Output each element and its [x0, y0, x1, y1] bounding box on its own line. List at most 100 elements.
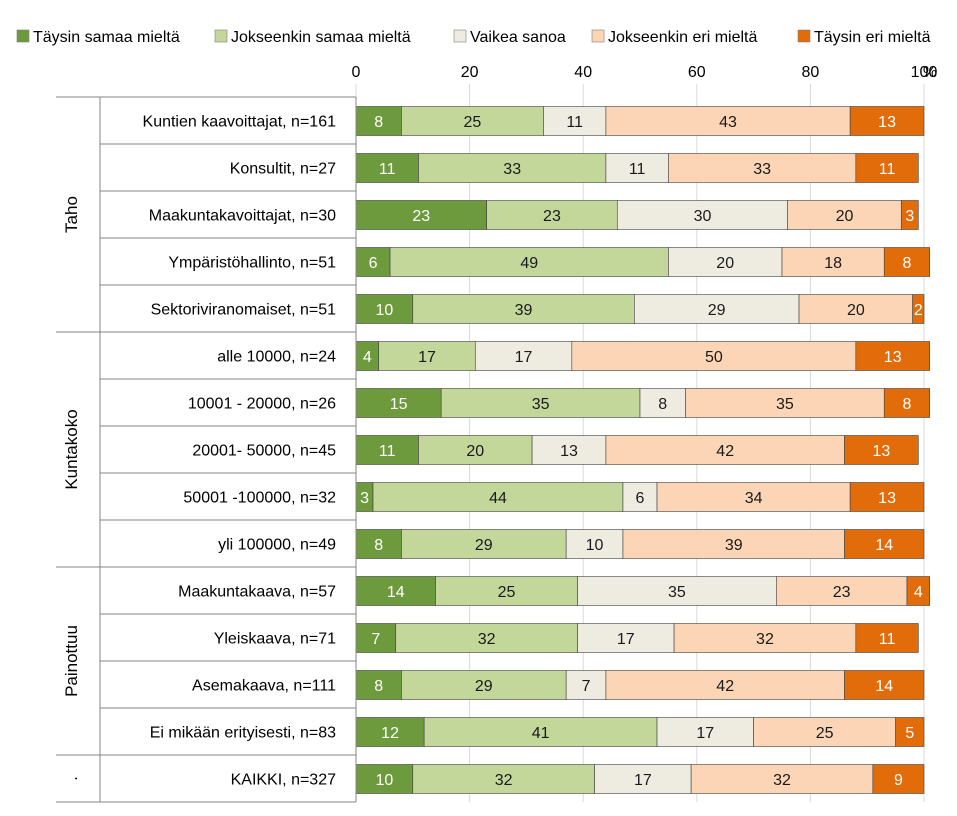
data-label-r14-s3: 32 [773, 772, 791, 789]
data-label-r11-s3: 32 [756, 631, 774, 648]
bar-segment-r2-s2 [616, 200, 788, 230]
x-tick-label-60: 60 [688, 64, 706, 81]
data-label-r2-s4: 3 [905, 208, 914, 225]
bar-segment-r2-s3 [787, 200, 902, 230]
bar-segment-r9-s1 [401, 529, 567, 559]
bar-segment-r0-s4 [849, 106, 925, 136]
x-tick-label-0: 0 [352, 64, 361, 81]
data-label-r6-s1: 35 [532, 396, 550, 413]
data-label-r8-s4: 13 [878, 490, 896, 507]
data-label-r6-s4: 8 [903, 396, 912, 413]
row-label-2: Maakuntakavoittajat, n=30 [149, 208, 336, 225]
data-label-r0-s2: 11 [566, 114, 583, 131]
data-label-r12-s0: 8 [374, 678, 383, 695]
legend-swatch-3 [591, 29, 605, 43]
data-label-r3-s0: 6 [369, 255, 378, 272]
row-label-1: Konsultit, n=27 [230, 161, 336, 178]
bar-segment-r11-s0 [355, 623, 397, 653]
data-label-r7-s1: 20 [466, 443, 484, 460]
bar-segment-r6-s4 [883, 388, 930, 418]
bar-segment-r8-s3 [656, 482, 851, 512]
bar-segment-r9-s2 [565, 529, 624, 559]
data-label-r6-s0: 15 [390, 396, 408, 413]
legend-swatch-1 [214, 29, 228, 43]
data-label-r12-s1: 29 [475, 678, 493, 695]
data-label-r11-s0: 7 [371, 631, 380, 648]
legend-label-3: Jokseenkin eri mieltä [608, 29, 758, 46]
legend-swatch-2 [453, 29, 467, 43]
data-label-r4-s3: 20 [847, 302, 865, 319]
data-label-r13-s0: 12 [381, 725, 399, 742]
bar-segment-r10-s4 [906, 576, 930, 606]
data-label-r13-s3: 25 [816, 725, 834, 742]
bar-segment-r5-s2 [474, 341, 573, 371]
data-label-r14-s1: 32 [495, 772, 513, 789]
bar-segment-r10-s2 [577, 576, 777, 606]
bar-segment-r14-s3 [690, 764, 874, 794]
legend: Täysin samaa mieltä Jokseenkin samaa miel… [16, 29, 931, 46]
row-label-12: Asemakaava, n=111 [192, 678, 336, 695]
data-label-r8-s2: 6 [636, 490, 645, 507]
row-label-7: 20001- 50000, n=45 [192, 443, 336, 460]
data-label-r9-s2: 10 [586, 537, 604, 554]
bar-segment-r1-s2 [605, 153, 669, 183]
group-label-2: Painottuu [62, 625, 81, 697]
data-label-r13-s1: 41 [532, 725, 550, 742]
data-label-r2-s0: 23 [412, 208, 430, 225]
data-label-r0-s0: 8 [374, 114, 383, 131]
data-label-r13-s2: 17 [696, 725, 714, 742]
group-label-0: Taho [62, 196, 81, 233]
data-label-r10-s2: 35 [668, 584, 686, 601]
bar-segment-r13-s2 [656, 717, 754, 747]
row-label-8: 50001 -100000, n=32 [183, 490, 336, 507]
bar-segment-r0-s3 [605, 106, 851, 136]
data-label-r5-s2: 17 [515, 349, 533, 366]
data-label-r10-s0: 14 [387, 584, 405, 601]
bar-segment-r13-s4 [895, 717, 925, 747]
data-label-r8-s1: 44 [489, 490, 507, 507]
bar-segment-r11-s3 [673, 623, 857, 653]
bar-segment-r7-s4 [844, 435, 919, 465]
bar-segment-r5-s1 [378, 341, 476, 371]
bar-segment-r9-s3 [622, 529, 845, 559]
group-label-1: Kuntakoko [62, 409, 81, 489]
data-label-r5-s4: 13 [884, 349, 902, 366]
x-axis-ticks: 0 20 40 60 80 100% [352, 64, 938, 81]
bar-segment-r6-s1 [440, 388, 641, 418]
data-label-r5-s3: 50 [705, 349, 723, 366]
bar-segment-r7-s2 [531, 435, 607, 465]
data-label-r6-s2: 8 [658, 396, 667, 413]
data-label-r2-s1: 23 [543, 208, 561, 225]
data-label-r12-s3: 42 [716, 678, 734, 695]
data-label-r3-s2: 20 [716, 255, 734, 272]
data-label-r0-s3: 43 [719, 114, 737, 131]
row-label-0: Kuntien kaavoittajat, n=161 [143, 114, 337, 131]
bar-segment-r0-s1 [401, 106, 544, 136]
legend-label-4: Täysin eri mieltä [814, 29, 931, 46]
bar-segment-r2-s0 [355, 200, 487, 230]
bar-segment-r14-s1 [412, 764, 595, 794]
bar-segment-r12-s4 [844, 670, 925, 700]
data-label-r4-s2: 29 [708, 302, 726, 319]
legend-swatch-0 [16, 29, 30, 43]
bar-segment-r12-s1 [401, 670, 567, 700]
data-label-r7-s0: 11 [379, 443, 396, 460]
x-tick-label-40: 40 [574, 64, 592, 81]
data-label-r6-s3: 35 [776, 396, 794, 413]
bar-segment-r7-s3 [605, 435, 845, 465]
data-label-r7-s4: 13 [873, 443, 891, 460]
bar-segment-r10-s0 [355, 576, 436, 606]
data-label-r5-s1: 17 [418, 349, 436, 366]
data-label-r7-s3: 42 [716, 443, 734, 460]
data-label-r14-s4: 9 [894, 772, 903, 789]
row-label-6: 10001 - 20000, n=26 [188, 396, 336, 413]
data-label-r10-s1: 25 [498, 584, 516, 601]
data-label-r8-s3: 34 [745, 490, 763, 507]
data-label-r2-s3: 20 [836, 208, 854, 225]
x-axis-percent-sign: % [923, 64, 937, 81]
bar-segment-r10-s1 [435, 576, 578, 606]
bar-segment-r12-s0 [355, 670, 402, 700]
data-label-r4-s1: 39 [515, 302, 533, 319]
bar-segment-r13-s1 [423, 717, 658, 747]
